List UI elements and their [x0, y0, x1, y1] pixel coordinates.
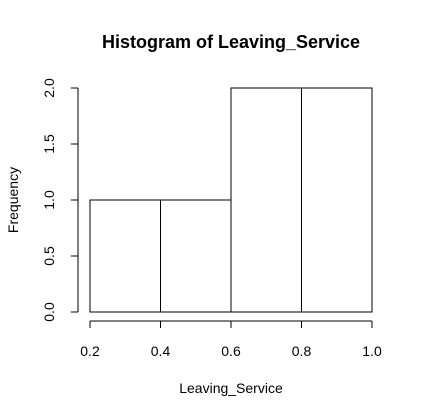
y-tick-label-5: 2.0 — [41, 78, 57, 98]
x-tick-label-3: 0.6 — [221, 343, 241, 359]
bars-group — [89, 87, 373, 313]
histogram-bar-4 — [301, 87, 373, 313]
y-axis: 0.0 0.5 1.0 1.5 2.0 — [41, 78, 79, 322]
histogram-bar-1 — [89, 199, 161, 313]
y-tick-label-3: 1.0 — [41, 190, 57, 210]
x-tick-label-2: 0.4 — [151, 343, 171, 359]
y-axis-label: Frequency — [5, 167, 21, 233]
chart-title: Histogram of Leaving_Service — [102, 32, 360, 52]
y-tick-label-2: 0.5 — [41, 246, 57, 266]
x-tick-label-4: 0.8 — [292, 343, 312, 359]
y-tick-label-1: 0.0 — [41, 302, 57, 322]
y-tick-label-4: 1.5 — [41, 134, 57, 154]
x-tick-label-5: 1.0 — [362, 343, 382, 359]
x-axis: 0.2 0.4 0.6 0.8 1.0 — [80, 320, 382, 359]
x-tick-label-1: 0.2 — [80, 343, 100, 359]
x-axis-label: Leaving_Service — [179, 380, 283, 396]
histogram-bar-3 — [230, 87, 302, 313]
histogram-bar-2 — [160, 199, 232, 313]
